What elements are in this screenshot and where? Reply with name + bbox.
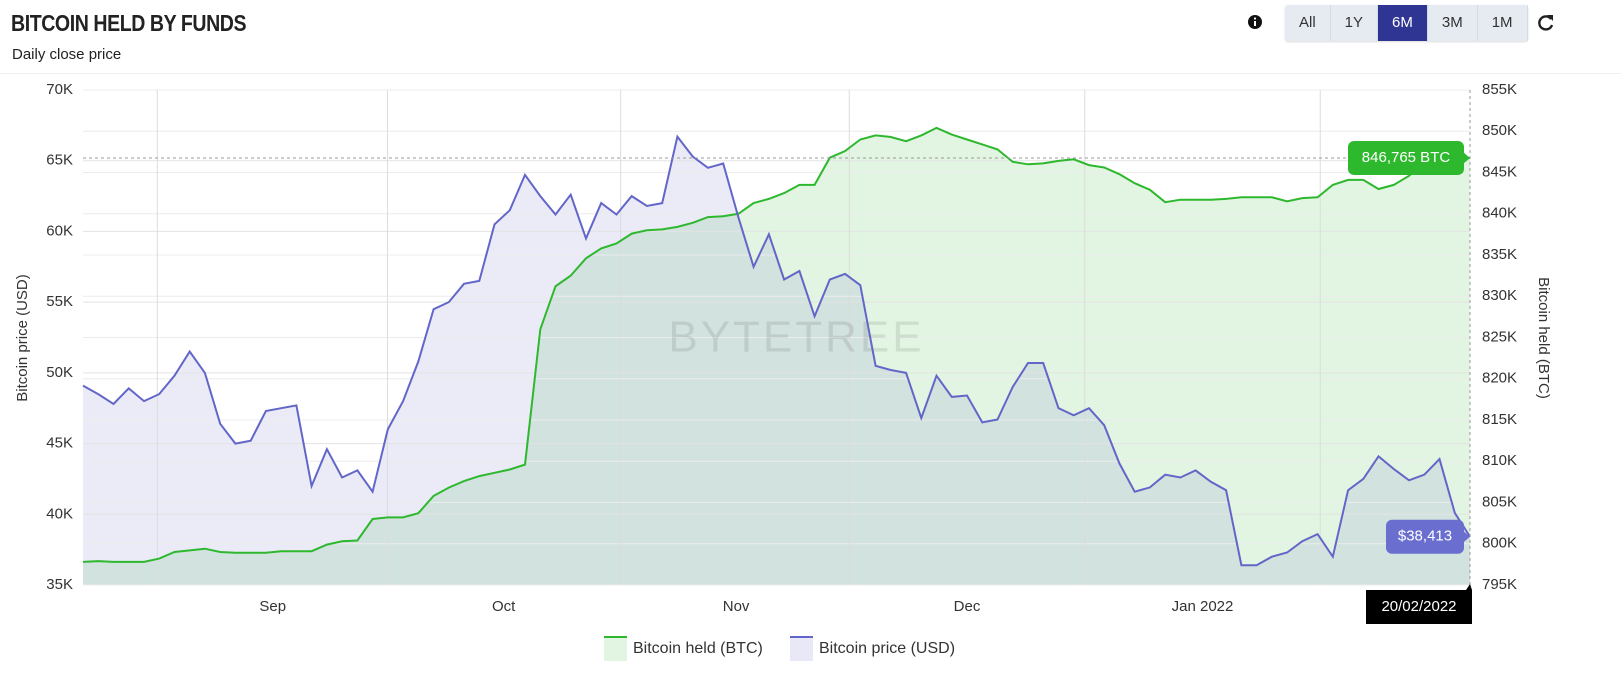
y-tick-label: 65K	[46, 152, 73, 169]
y2-tick-label: 815K	[1482, 411, 1517, 428]
y2-tick-label: 840K	[1482, 205, 1517, 222]
line	[82, 134, 1471, 567]
value-label: 846,765 BTC	[1362, 149, 1451, 166]
range-selector: All 1Y 6M 3M 1M	[1285, 5, 1528, 41]
divider	[0, 73, 1621, 74]
value-label: $38,413	[1398, 528, 1452, 545]
subtitle: Daily close price	[12, 46, 122, 63]
y2-tick-label: 820K	[1482, 370, 1517, 387]
y2-tick-label: 805K	[1482, 493, 1517, 510]
y2-tick-label: 825K	[1482, 328, 1517, 345]
y-tick-label: 40K	[46, 505, 73, 522]
y-axis-title: Bitcoin price (USD)	[14, 274, 31, 402]
range-button[interactable]: 3M	[1428, 5, 1478, 41]
y2-tick-label: 855K	[1482, 81, 1517, 98]
label-bg	[1348, 140, 1464, 175]
y2-tick-label: 845K	[1482, 163, 1517, 180]
area	[83, 136, 1470, 585]
x-tick-label: Nov	[723, 598, 750, 615]
y2-tick-label: 835K	[1482, 246, 1517, 263]
y2-tick-label: 830K	[1482, 287, 1517, 304]
label-pointer	[1463, 530, 1470, 543]
legend-swatch	[604, 636, 627, 661]
label-pointer	[1463, 151, 1470, 164]
y-tick-label: 60K	[46, 222, 73, 239]
range-button[interactable]: 6M	[1378, 5, 1428, 41]
y-tick-label: 50K	[46, 364, 73, 381]
date-box	[1366, 590, 1472, 624]
range-button[interactable]: 1M	[1478, 5, 1528, 41]
y-tick-label: 35K	[46, 576, 73, 593]
label-bg	[1386, 519, 1464, 554]
value-label-box: 846,765 BTC	[1348, 140, 1470, 175]
x-tick-label: Oct	[492, 598, 516, 615]
legend-label[interactable]: Bitcoin price (USD)	[819, 640, 955, 657]
legend-swatch	[790, 636, 813, 661]
crosshair-label: 20/02/2022	[1381, 598, 1456, 615]
value-label-box: $38,413	[1386, 519, 1470, 554]
info-icon[interactable]	[1246, 13, 1264, 31]
x-tick-label: Sep	[259, 598, 286, 615]
y-tick-label: 70K	[46, 81, 73, 98]
range-button[interactable]: All	[1285, 5, 1331, 41]
title: BITCOIN HELD BY FUNDS	[11, 10, 247, 36]
y2-tick-label: 810K	[1482, 452, 1517, 469]
x-tick-label: Jan 2022	[1172, 598, 1234, 615]
y-tick-label: 45K	[46, 435, 73, 452]
x-tick-label: Dec	[954, 598, 981, 615]
y2-axis-title: Bitcoin held (BTC)	[1535, 277, 1552, 399]
range-button[interactable]: 1Y	[1331, 5, 1379, 41]
date-pointer	[1466, 584, 1472, 590]
legend-label[interactable]: Bitcoin held (BTC)	[633, 640, 763, 657]
line	[82, 126, 1471, 563]
watermark: BYTETREE	[668, 313, 924, 362]
refresh-icon[interactable]	[1536, 13, 1556, 33]
y2-tick-label: 850K	[1482, 122, 1517, 139]
y2-tick-label: 800K	[1482, 535, 1517, 552]
y2-tick-label: 795K	[1482, 576, 1517, 593]
y-tick-label: 55K	[46, 293, 73, 310]
